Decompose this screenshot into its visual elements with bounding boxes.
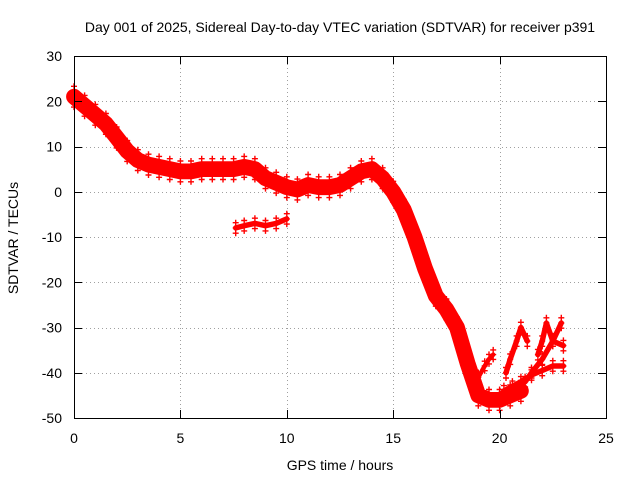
data-point [400,196,407,224]
x-tick-label: 5 [177,430,185,446]
data-point [513,332,520,350]
data-point [443,296,450,323]
y-tick-label: -30 [42,320,62,336]
data-series [66,83,567,414]
data-point [209,155,216,183]
data-point [220,155,226,183]
data-point [464,350,471,378]
y-axis-label: SDTVAR / TECUs [5,182,21,294]
data-point [496,386,503,414]
grid [74,56,606,418]
x-tick-label: 25 [598,430,614,446]
y-tick-label: -40 [42,365,62,381]
x-tick-label: 20 [492,430,508,446]
data-point [305,171,312,199]
data-point [543,314,550,332]
data-point [486,351,492,367]
data-point [528,364,535,381]
data-point [347,164,354,192]
data-point [294,176,301,203]
data-point [177,158,184,185]
data-point [283,173,290,201]
data-point [558,314,565,332]
data-point [134,146,141,174]
data-point [102,110,109,138]
data-point [262,217,269,234]
data-point [524,332,531,350]
y-tick-label: -20 [42,274,62,290]
data-point [503,364,509,381]
data-point [517,373,524,390]
data-point [241,153,248,181]
data-point [539,332,546,350]
x-tick-label: 0 [70,430,78,446]
data-point [475,369,482,385]
data-point [500,382,507,400]
data-point [166,155,173,183]
sdtvar-trace [66,88,529,408]
data-point [283,210,290,228]
y-tick-label: 0 [54,184,62,200]
data-point [422,255,429,283]
data-point [232,219,239,237]
data-point [379,164,386,192]
data-point [522,373,529,390]
data-point [188,158,194,185]
data-point [560,357,567,375]
data-point [113,124,120,151]
x-tick-label: 15 [385,430,401,446]
data-point [124,137,131,165]
data-point [198,155,205,183]
data-point [358,158,365,185]
y-tick-label: 30 [46,48,62,64]
data-point [145,151,152,178]
data-point [490,346,497,363]
data-point [273,169,280,197]
y-tick-label: 20 [46,93,62,109]
data-point [454,314,460,341]
chart-title: Day 001 of 2025, Sidereal Day-to-day VTE… [85,19,595,35]
x-axis-label: GPS time / hours [287,457,394,473]
data-point [539,351,546,368]
data-point [486,386,492,414]
data-point [432,282,439,310]
data-point [517,319,524,336]
data-point [534,346,541,363]
data-point [509,378,516,395]
data-point [251,215,258,232]
data-point [560,337,567,354]
data-point [507,351,514,368]
y-tick-label: -10 [42,229,62,245]
data-point [549,332,556,350]
data-point [368,155,375,183]
data-point [337,171,343,199]
data-point [326,173,333,201]
y-tick-label: -50 [42,410,62,426]
data-point [241,217,248,234]
data-point [262,164,269,192]
data-point [411,223,418,251]
data-point [251,155,258,183]
data-point [156,153,163,181]
data-point [230,155,237,183]
x-tick-label: 10 [279,430,295,446]
data-point [315,173,322,201]
data-point [390,178,397,206]
data-point [92,101,99,129]
data-point [481,358,488,374]
data-point [273,215,280,232]
axis-ticks: 0 5 10 15 20 25 -50 -40 -30 -20 -10 0 10 20 30 [42,48,614,446]
sdtvar-trace [476,352,496,380]
data-point [81,92,88,120]
data-point [549,357,556,375]
y-tick-label: 10 [46,139,62,155]
